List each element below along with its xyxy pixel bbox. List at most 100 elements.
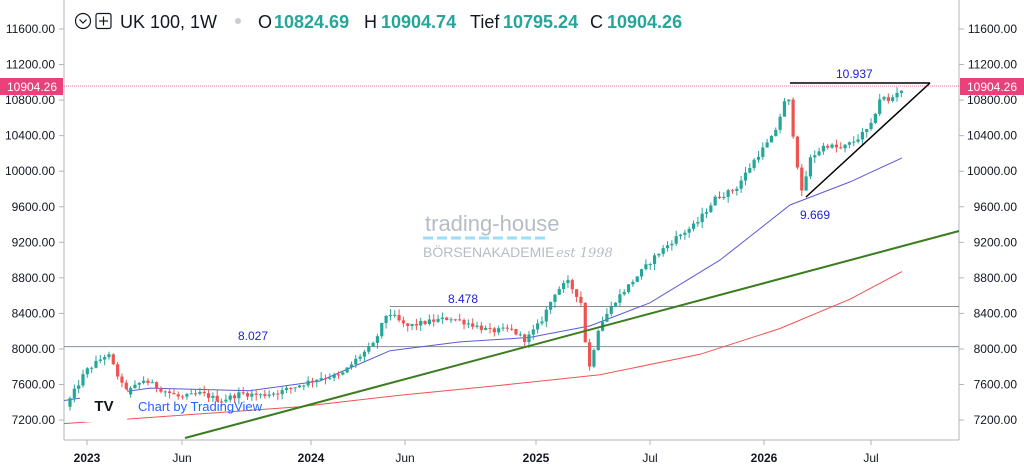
candle-down (397, 314, 401, 321)
candle-down (575, 289, 579, 297)
candle-up (228, 395, 232, 400)
candle-up (137, 382, 141, 385)
candle-up (393, 314, 397, 316)
candle-down (193, 393, 198, 395)
x-tick-label: 2025 (523, 451, 550, 465)
candle-up (163, 391, 167, 393)
y-tick-label: 11600.00 (6, 22, 55, 36)
candle-up (626, 284, 631, 293)
candle-up (341, 372, 345, 375)
y-tick-label: 11200.00 (968, 58, 1017, 72)
candle-up (302, 385, 306, 387)
candle-down (289, 387, 293, 389)
candle-up (631, 281, 635, 285)
y-tick-label: 10800.00 (967, 93, 1017, 107)
candle-up (531, 329, 535, 335)
candle-down (414, 324, 418, 326)
x-tick-label: Jul (863, 451, 878, 465)
candle-down (834, 144, 839, 148)
candle-down (445, 317, 449, 321)
candle-up (674, 236, 678, 244)
price-badge-left: 10904.26 (0, 78, 63, 95)
candle-up (388, 315, 393, 317)
candle-up (843, 144, 847, 149)
candle-up (354, 358, 358, 365)
candle-down (120, 376, 124, 383)
tradingview-credit[interactable]: Chart by TradingView (138, 399, 263, 414)
candle-up (869, 122, 873, 129)
candle-up (497, 328, 501, 333)
candle-up (696, 222, 700, 224)
candle-down (406, 323, 410, 326)
candle-up (380, 322, 384, 337)
candle-down (215, 395, 219, 402)
candle-up (284, 387, 289, 391)
candle-up (635, 276, 639, 282)
x-tick-label: Jun (395, 451, 414, 465)
symbol-title[interactable]: UK 100, 1W (120, 12, 217, 32)
candle-up (185, 394, 189, 397)
y-tick-label: 11200.00 (6, 58, 55, 72)
chevron-down-icon[interactable] (74, 12, 92, 30)
tradingview-logo-icon: TV (94, 398, 113, 415)
candle-up (678, 234, 683, 237)
candle-up (211, 395, 215, 398)
candle-up (769, 136, 774, 143)
triangle-side (805, 82, 931, 198)
annotation-label: 9.669 (800, 208, 830, 222)
candle-up (691, 223, 696, 229)
watermark-est: est 1998 (556, 246, 613, 261)
candle-down (791, 99, 795, 137)
candle-up (899, 90, 903, 93)
candle-up (860, 131, 864, 140)
candle-up (722, 196, 726, 199)
candle-down (458, 319, 462, 321)
candle-up (878, 99, 882, 114)
y-tick-label: 7600.00 (12, 378, 56, 392)
candle-up (596, 330, 600, 351)
candle-up (384, 315, 388, 323)
candle-up (77, 385, 81, 389)
tradingview-badge[interactable]: TV Chart by TradingView (80, 388, 263, 422)
candle-up (830, 144, 834, 148)
candle-up (103, 357, 107, 360)
candle-up (133, 384, 137, 389)
candle-down (492, 328, 496, 333)
candle-up (622, 292, 626, 295)
candles (68, 87, 903, 411)
y-tick-label: 9200.00 (974, 235, 1018, 249)
candle-up (852, 141, 856, 143)
price-badge-right-text: 10904.26 (967, 80, 1017, 94)
watermark-brand: trading-house (425, 211, 560, 236)
candle-up (98, 359, 102, 361)
candle-down (570, 280, 574, 290)
candle-down (839, 147, 843, 149)
candle-up (544, 309, 548, 322)
candle-down (172, 393, 176, 395)
open-label: O (258, 12, 272, 32)
y-axis-left: 11600.00 11200.00 10800.00 10400.00 10000.00… (5, 22, 64, 427)
candle-down (886, 97, 890, 101)
candle-up (328, 377, 332, 379)
add-icon[interactable] (95, 12, 112, 30)
candle-up (375, 336, 380, 343)
candle-up (644, 264, 648, 270)
candle-up (293, 387, 297, 389)
candle-up (553, 294, 557, 302)
candle-up (882, 97, 886, 100)
candle-up (562, 283, 566, 290)
candle-up (787, 99, 791, 102)
candle-up (808, 157, 813, 177)
candle-up (778, 116, 782, 130)
low-label: Tief (470, 12, 500, 32)
candle-up (648, 264, 652, 266)
candle-up (297, 385, 302, 388)
candle-up (735, 188, 739, 192)
candle-up (484, 327, 488, 330)
candle-up (856, 139, 860, 142)
candle-up (449, 319, 453, 321)
candle-up (765, 142, 769, 148)
y-tick-label: 9200.00 (12, 235, 56, 249)
